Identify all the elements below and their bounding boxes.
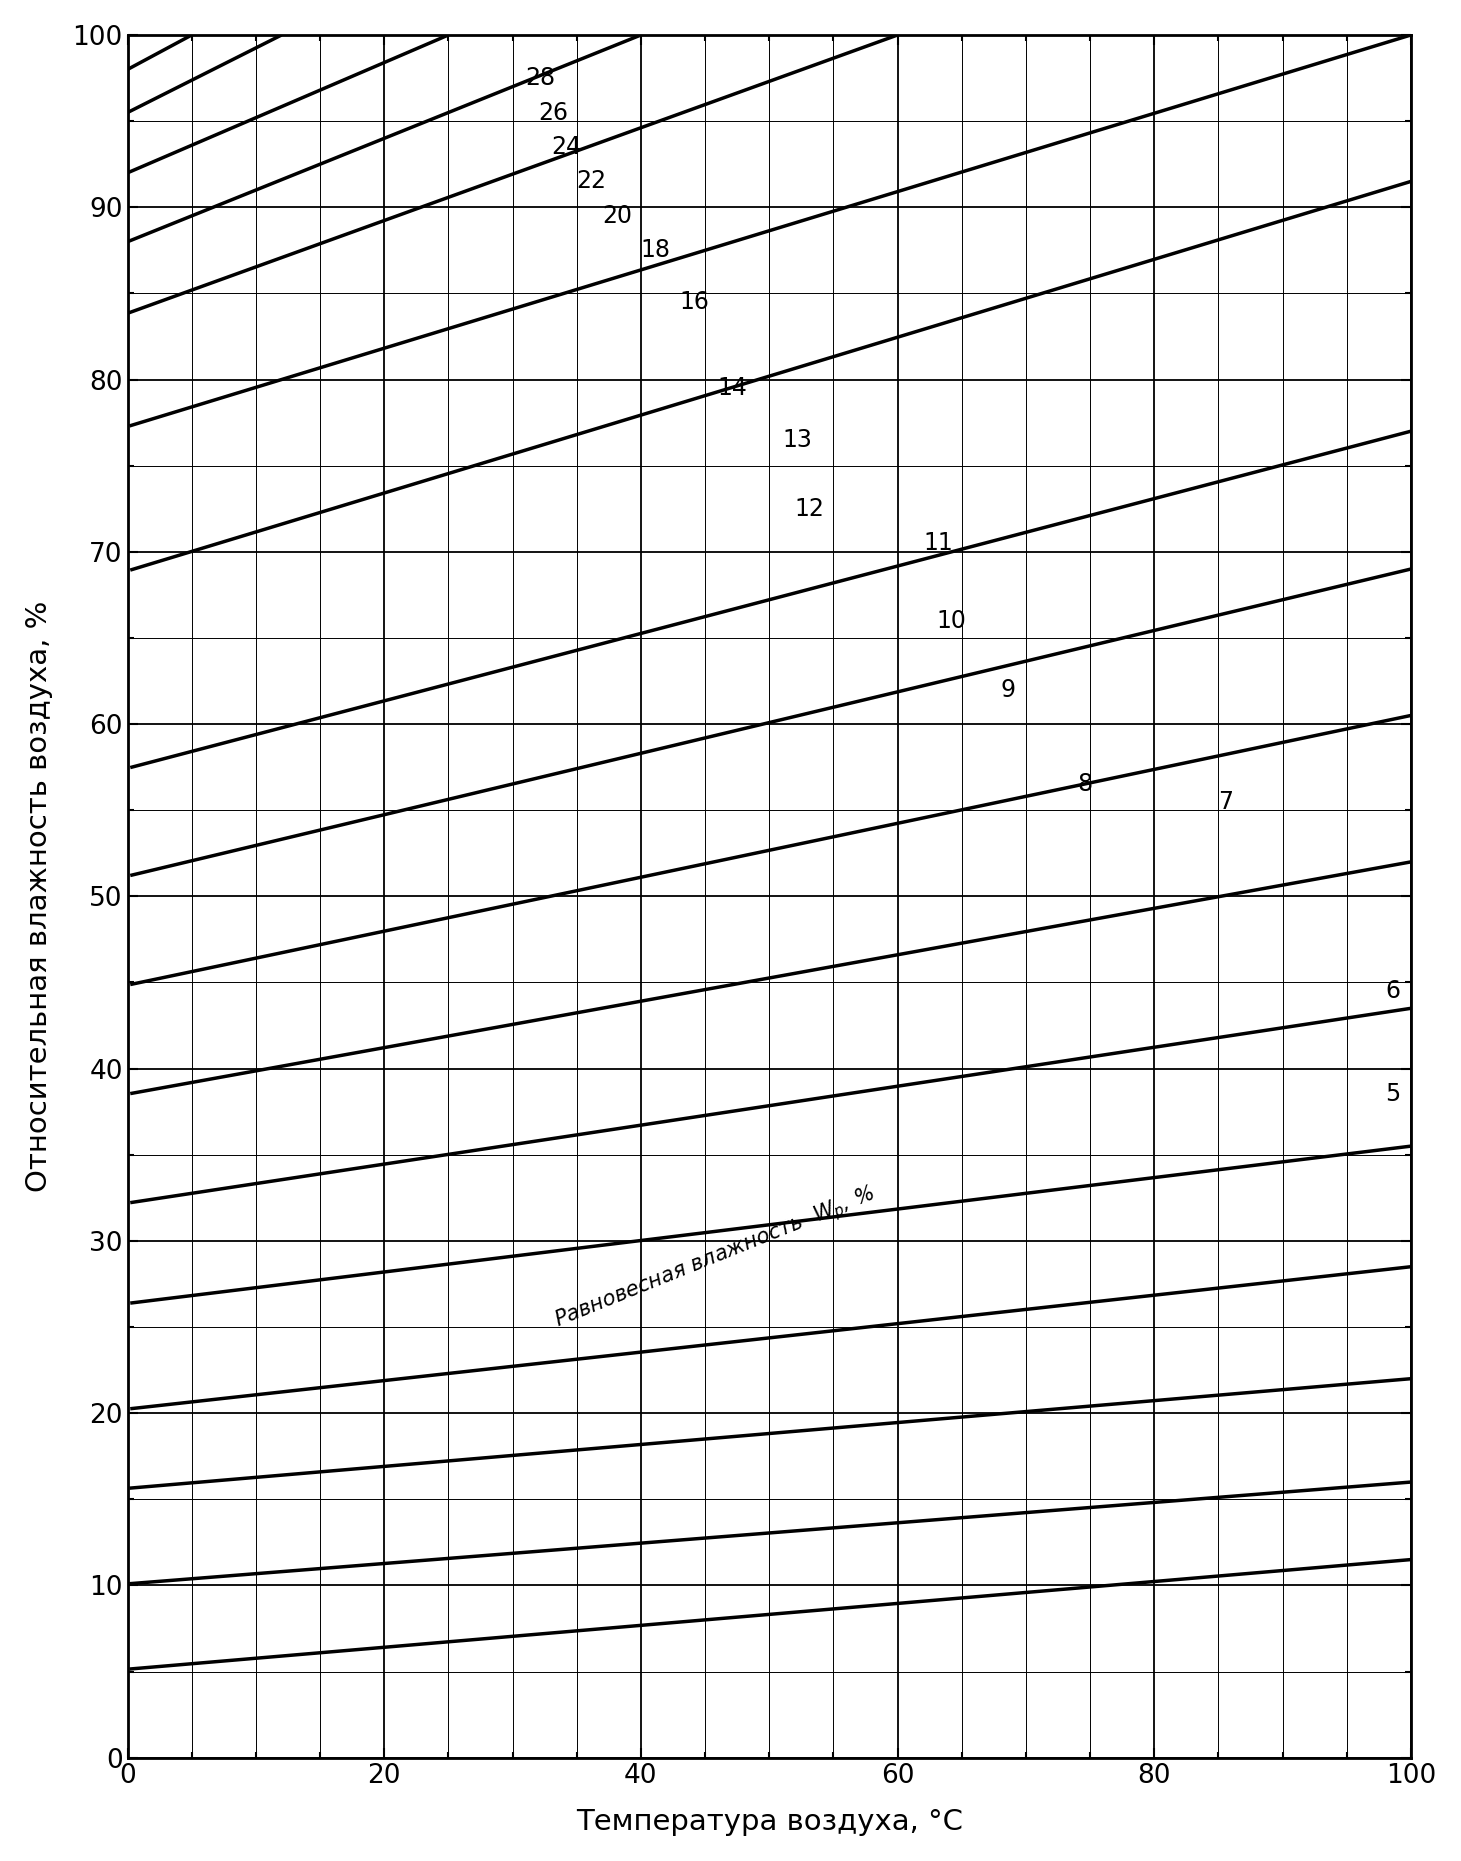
Y-axis label: Относительная влажность воздуха, %: Относительная влажность воздуха, % bbox=[25, 601, 53, 1193]
Text: 10: 10 bbox=[937, 609, 966, 633]
Text: 20: 20 bbox=[602, 205, 633, 227]
Text: 8: 8 bbox=[1077, 772, 1093, 797]
Text: 6: 6 bbox=[1385, 979, 1400, 1003]
X-axis label: Температура воздуха, °С: Температура воздуха, °С bbox=[576, 1809, 963, 1837]
Text: 5: 5 bbox=[1385, 1083, 1401, 1107]
Text: 22: 22 bbox=[577, 169, 606, 194]
Text: 26: 26 bbox=[538, 100, 568, 125]
Text: 11: 11 bbox=[923, 530, 953, 555]
Text: 12: 12 bbox=[795, 497, 825, 521]
Text: 14: 14 bbox=[717, 376, 748, 400]
Text: 24: 24 bbox=[551, 136, 581, 158]
Text: 13: 13 bbox=[782, 428, 812, 452]
Text: 18: 18 bbox=[641, 238, 671, 262]
Text: Равновесная влажность  $W_{р}$, %: Равновесная влажность $W_{р}$, % bbox=[551, 1182, 880, 1334]
Text: 28: 28 bbox=[526, 67, 555, 89]
Text: 9: 9 bbox=[1001, 677, 1015, 702]
Text: 16: 16 bbox=[679, 290, 709, 315]
Text: 7: 7 bbox=[1218, 789, 1233, 813]
